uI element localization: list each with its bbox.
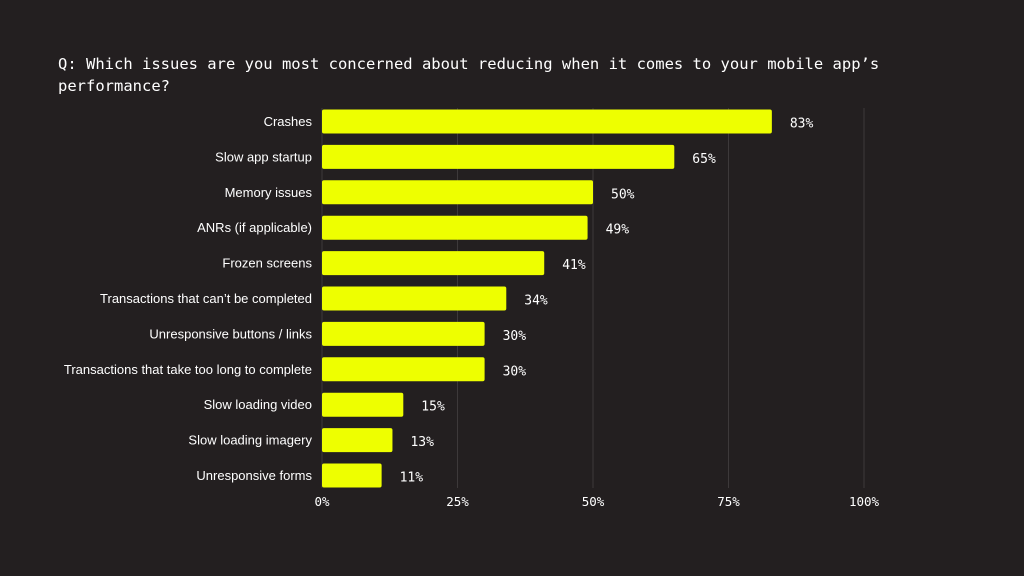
bar <box>322 463 382 488</box>
category-label: Transactions that can’t be completed <box>100 291 312 306</box>
value-label: 50% <box>611 187 635 202</box>
category-label: ANRs (if applicable) <box>197 220 312 235</box>
bar <box>322 392 404 417</box>
bar <box>322 109 772 134</box>
chart-title-line-2: performance? <box>58 77 170 95</box>
value-label: 30% <box>503 329 527 344</box>
chart-title-line-1: Q: Which issues are you most concerned a… <box>58 55 880 73</box>
bar <box>322 251 545 276</box>
x-tick-label: 100% <box>849 494 880 509</box>
x-tick-label: 50% <box>582 494 605 509</box>
category-label: Slow loading video <box>204 397 312 412</box>
category-label: Slow app startup <box>215 149 312 164</box>
value-label: 65% <box>692 152 716 167</box>
value-label: 30% <box>503 364 527 379</box>
value-label: 11% <box>400 471 424 486</box>
value-label: 49% <box>606 223 630 238</box>
value-label: 41% <box>562 258 586 273</box>
bar <box>322 428 393 453</box>
value-label: 15% <box>421 400 445 415</box>
category-label: Transactions that take too long to compl… <box>64 362 312 377</box>
x-tick-label: 0% <box>314 494 330 509</box>
category-label: Frozen screens <box>222 256 312 271</box>
x-tick-label: 25% <box>446 494 469 509</box>
category-label: Memory issues <box>225 185 313 200</box>
category-label: Unresponsive forms <box>196 468 312 483</box>
x-tick-label: 75% <box>717 494 740 509</box>
bar <box>322 357 485 382</box>
bar <box>322 180 593 205</box>
bar <box>322 144 675 169</box>
bar <box>322 215 588 240</box>
bar <box>322 286 507 311</box>
category-label: Unresponsive buttons / links <box>149 326 312 341</box>
value-label: 83% <box>790 117 814 132</box>
value-label: 34% <box>524 294 548 309</box>
category-label: Slow loading imagery <box>188 433 312 448</box>
category-label: Crashes <box>264 114 313 129</box>
bar <box>322 321 485 346</box>
value-label: 13% <box>410 435 434 450</box>
